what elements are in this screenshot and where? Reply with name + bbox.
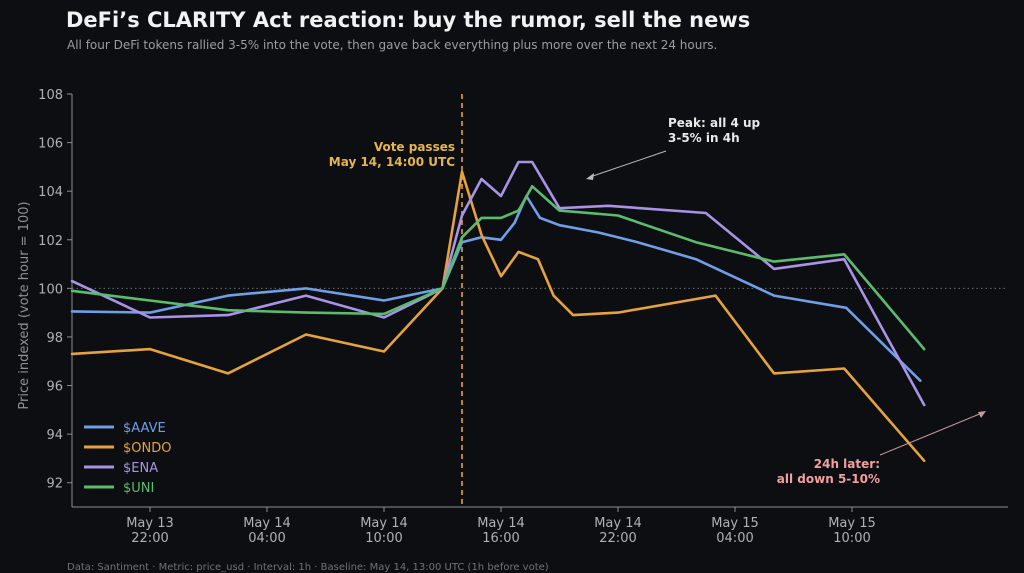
legend-label-uni: $UNI [123,481,154,496]
x-tick-label: 04:00 [248,531,285,546]
x-tick-label: May 14 [243,516,291,531]
series-line-ondo [70,170,926,463]
later-annotation-arrow [879,412,983,456]
y-axis-ticks: 92 94 96 98 100 102 104 106 108 [38,88,72,492]
x-tick-label: 16:00 [482,531,519,546]
y-axis-label: Price indexed (vote hour = 100) [17,201,32,409]
y-tick-label: 92 [46,477,63,492]
x-tick-label: May 14 [360,516,408,531]
x-tick-label: May 13 [126,516,174,531]
x-tick-label: May 15 [828,516,876,531]
chart-title: DeFi’s CLARITY Act reaction: buy the rum… [66,8,751,32]
series-line-ena [70,160,926,407]
y-tick-label: 96 [46,380,63,395]
x-tick-label: 04:00 [716,531,753,546]
peak-annotation-arrowhead [586,173,594,180]
x-tick-label: 10:00 [365,531,402,546]
x-tick-label: 22:00 [599,531,636,546]
series-lines [70,160,926,463]
x-tick-label: May 15 [711,516,759,531]
chart-footer-source: Data: Santiment · Metric: price_usd · In… [67,562,549,573]
later-annotation-line2: all down 5-10% [777,472,880,486]
y-tick-label: 104 [38,185,63,200]
peak-annotation-line1: Peak: all 4 up [668,116,761,130]
legend-label-ena: $ENA [123,461,158,476]
y-tick-label: 98 [46,331,63,346]
y-tick-label: 94 [46,428,63,443]
y-tick-label: 108 [38,88,63,103]
vote-annotation-line2: May 14, 14:00 UTC [329,155,455,169]
y-tick-label: 100 [38,282,63,297]
y-tick-label: 102 [38,234,63,249]
series-line-aave [70,194,922,383]
chart-subtitle: All four DeFi tokens rallied 3-5% into t… [67,38,718,52]
legend-label-ondo: $ONDO [123,441,171,456]
y-tick-label: 106 [38,137,63,152]
peak-annotation-arrow [589,150,667,178]
x-tick-label: May 14 [477,516,525,531]
peak-annotation-line2: 3-5% in 4h [668,131,740,145]
vote-annotation-line1: Vote passes [374,140,455,154]
legend-label-aave: $AAVE [123,421,166,436]
x-tick-label: May 14 [594,516,642,531]
x-tick-label: 10:00 [833,531,870,546]
series-line-uni [70,185,926,351]
legend: $AAVE $ONDO $ENA $UNI [84,421,171,496]
later-annotation-arrowhead [978,411,986,418]
x-tick-label: 22:00 [131,531,168,546]
later-annotation-line1: 24h later: [814,457,880,471]
